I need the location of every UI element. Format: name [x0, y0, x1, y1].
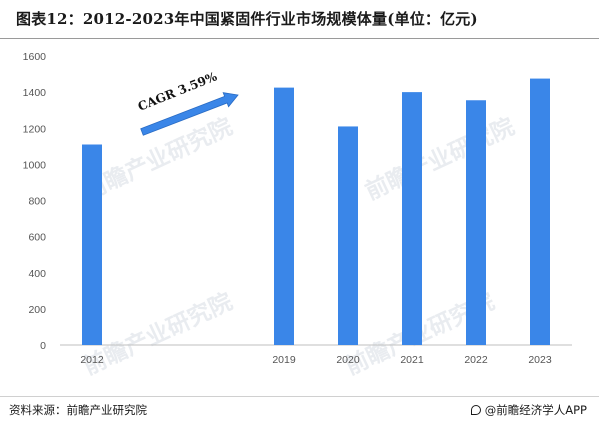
x-tick-label: 2021 [400, 354, 424, 366]
watermark-1: 前瞻产业研究院 [361, 113, 518, 206]
x-tick-label: 2023 [528, 354, 552, 366]
x-tick-label: 2020 [336, 354, 360, 366]
bar-2022 [466, 100, 486, 345]
bar-2019 [274, 87, 294, 345]
x-tick-label: 2022 [464, 354, 488, 366]
bar-2020 [338, 126, 358, 345]
cagr-arrow-shape [140, 92, 239, 136]
y-tick-label: 0 [40, 340, 46, 352]
y-tick-label: 800 [28, 196, 46, 208]
y-tick-label: 1400 [23, 87, 47, 99]
y-tick-label: 200 [28, 304, 46, 316]
brand-logo-icon [470, 405, 481, 415]
y-tick-label: 1000 [23, 159, 47, 171]
y-tick-label: 600 [28, 232, 46, 244]
cagr-arrow [140, 92, 239, 136]
y-tick-label: 1200 [23, 123, 47, 135]
bar-2023 [530, 78, 550, 345]
bar-2012 [82, 144, 102, 345]
source-note: 资料来源：前瞻产业研究院 [9, 403, 147, 417]
x-tick-label: 2012 [80, 354, 104, 366]
title-divider [0, 38, 599, 39]
chart-title: 图表12：2012-2023年中国紧固件行业市场规模体量(单位：亿元) [16, 10, 478, 28]
y-tick-label: 1600 [23, 51, 47, 63]
footer-divider [0, 396, 599, 397]
y-tick-label: 400 [28, 268, 46, 280]
x-tick-label: 2019 [272, 354, 296, 366]
brand-label: @前瞻经济学人APP [484, 403, 587, 417]
brand-credit: @前瞻经济学人APP [470, 402, 587, 418]
watermark-2: 前瞻产业研究院 [79, 288, 236, 381]
bar-2021 [402, 92, 422, 345]
